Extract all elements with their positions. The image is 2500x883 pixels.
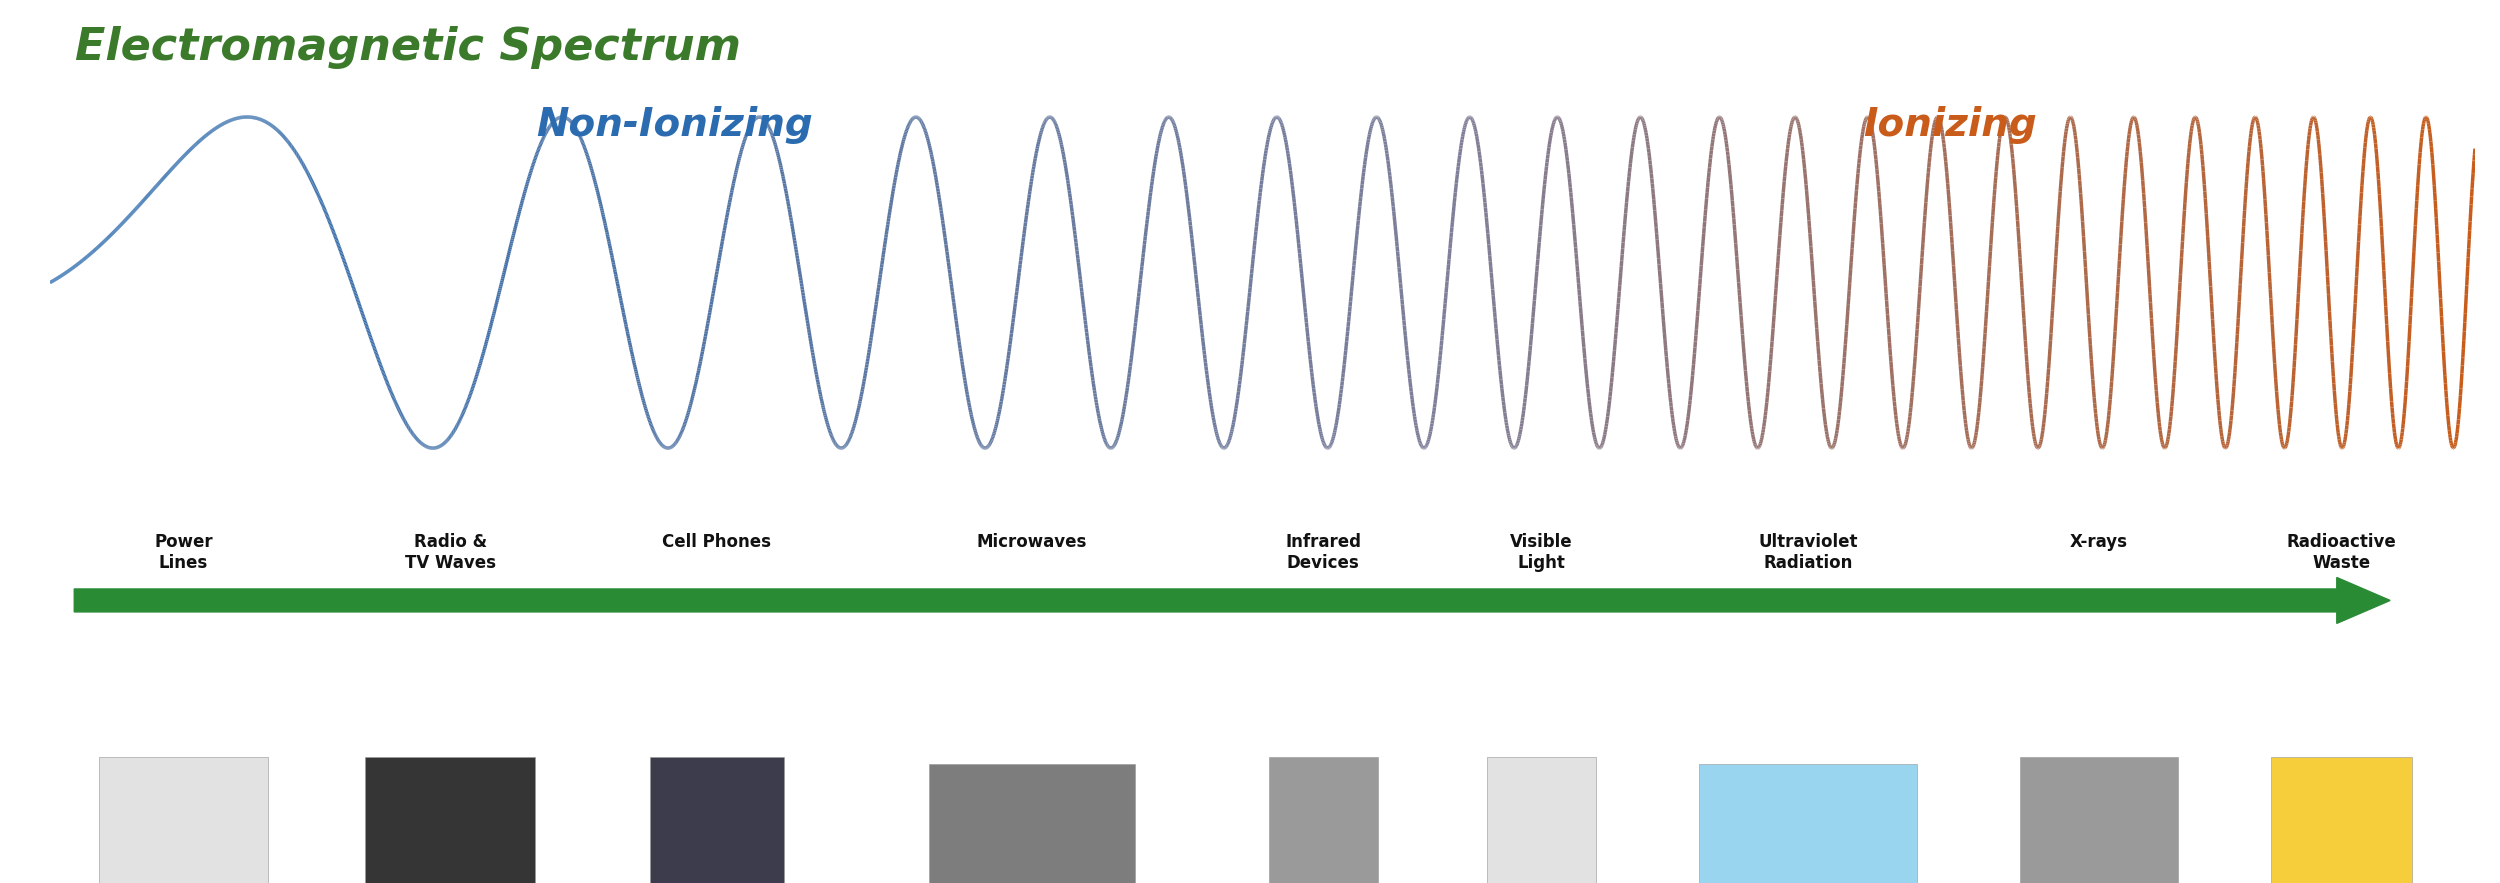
Text: X-rays: X-rays: [2070, 533, 2128, 551]
FancyArrow shape: [75, 577, 2390, 623]
Text: Non-Ionizing: Non-Ionizing: [538, 106, 812, 144]
Text: Radio &
TV Waves: Radio & TV Waves: [405, 533, 495, 572]
FancyBboxPatch shape: [930, 764, 1135, 883]
Text: Electromagnetic Spectrum: Electromagnetic Spectrum: [75, 26, 740, 70]
Text: Cell Phones: Cell Phones: [662, 533, 772, 551]
FancyBboxPatch shape: [1700, 764, 1918, 883]
FancyBboxPatch shape: [1488, 757, 1595, 883]
Text: Ionizing: Ionizing: [1862, 106, 2038, 144]
FancyBboxPatch shape: [650, 757, 782, 883]
FancyBboxPatch shape: [365, 757, 535, 883]
FancyBboxPatch shape: [98, 757, 268, 883]
Text: Visible
Light: Visible Light: [1510, 533, 1572, 572]
FancyBboxPatch shape: [1268, 757, 1378, 883]
Text: Power
Lines: Power Lines: [155, 533, 212, 572]
Text: Microwaves: Microwaves: [978, 533, 1088, 551]
Text: Radioactive
Waste: Radioactive Waste: [2288, 533, 2398, 572]
Text: Infrared
Devices: Infrared Devices: [1285, 533, 1360, 572]
FancyBboxPatch shape: [2272, 757, 2412, 883]
Text: Ultraviolet
Radiation: Ultraviolet Radiation: [1758, 533, 1858, 572]
FancyBboxPatch shape: [2020, 757, 2178, 883]
